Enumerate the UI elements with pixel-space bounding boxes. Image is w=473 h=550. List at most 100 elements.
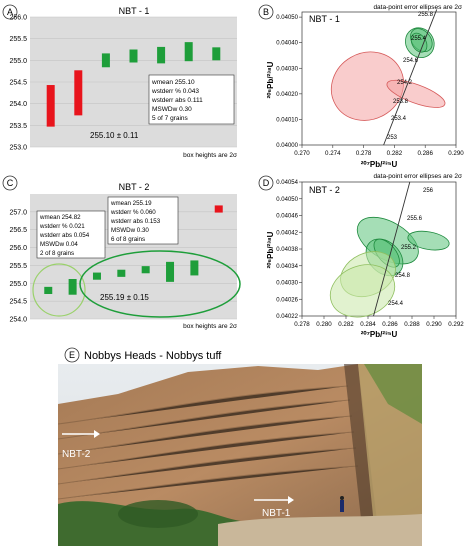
panel-b-conc-label-6: 253.4 [391,116,407,122]
y-tick-label: 254.0 [9,317,27,324]
x-tick-label: 0.282 [387,150,403,157]
x-tick-label: 0.292 [448,321,464,328]
panel-c-stats-right-1: wmean 255.19 [110,200,152,207]
y-tick-label: 0.04050 [276,15,298,21]
panel-b-concordia [383,9,438,146]
y-tick-label: 256.0 [9,245,27,252]
y-tick-label: 0.04020 [276,92,298,98]
y-tick-label: 256.0 [9,15,27,22]
panel-d-conc-label-1: 256 [423,188,434,194]
panel-b-header: data-point error ellipses are 2σ [373,4,462,11]
panel-c-badge [2,175,18,191]
data-bar [141,266,150,274]
panel-d-conc-label-2: 255.6 [407,216,423,222]
data-bar [44,286,53,294]
panel-b-conc-label-7: 253 [387,135,398,141]
x-tick-label: 0.290 [448,150,464,157]
outcrop-illustration [58,364,422,546]
panel-d-xlabel: ²⁰⁷Pb/²³⁵U [361,330,398,339]
error-ellipse [330,51,404,121]
data-bar [117,269,126,277]
outcrop-photo [58,364,422,546]
x-tick-label: 0.284 [360,321,376,328]
x-tick-label: 0.278 [294,321,310,328]
y-tick-label: 254.5 [9,299,27,306]
y-tick-label: 0.04000 [276,143,298,149]
panel-b-xlabel: ²⁰⁷Pb/²³⁵U [361,160,398,169]
panel-e-letter: E [69,350,75,360]
panel-c-stats-left-5: 2 of 8 grains [40,250,74,257]
y-tick-label: 0.04022 [276,314,298,320]
panel-a-y-ticks: 253.0 253.5 254.0 254.5 255.0 255.5 256.0 [9,15,27,152]
concordia-line [373,181,411,317]
panel-a-stats-line-1: wmean 255.10 [151,79,195,86]
y-tick-label: 0.04042 [276,230,298,236]
panel-d-ticks: 0.278 0.280 0.282 0.284 0.286 0.288 0.290 0.292… [276,180,464,328]
x-tick-label: 0.282 [338,321,354,328]
y-tick-label: 254.5 [9,80,27,87]
x-tick-label: 0.280 [316,321,332,328]
panel-c-stats-box-left [36,210,106,259]
panel-d-header: data-point error ellipses are 2σ [373,173,462,180]
data-bar [190,260,199,276]
error-ellipse [329,264,396,318]
data-bar [184,42,193,62]
panel-a: A 253.0 253.5 254.0 254.5 255.0 255.5 256.0 NB… [2,4,237,159]
concordia-line [383,9,438,146]
x-tick-label: 0.290 [426,321,442,328]
panel-a-badge [2,4,18,20]
panel-b-conc-label-3: 254.6 [403,58,419,64]
x-tick-label: 0.278 [356,150,372,157]
panel-b: B data-point error ellipses are 2σ 0.270… [258,4,464,169]
data-bar [157,46,166,64]
y-tick-label: 255.0 [9,58,27,65]
panel-c-age-label: 255.19 ± 0.15 [100,293,149,302]
panel-a-footnote: box heights are 2σ [183,152,237,159]
panel-c-bars [44,205,223,295]
panel-b-ticks: 0.270 0.274 0.278 0.282 0.286 0.290 0.04000 0.0… [276,15,464,157]
y-tick-label: 0.04054 [276,180,298,186]
panel-a-title: NBT - 1 [119,6,150,16]
data-bar [74,70,83,116]
x-tick-label: 0.274 [325,150,341,157]
y-tick-label: 254.0 [9,101,27,108]
error-ellipse [386,79,446,108]
y-tick-label: 0.04034 [276,264,298,270]
panel-a-stats-line-3: wstderr abs 0.111 [151,97,203,104]
y-tick-label: 256.5 [9,227,27,234]
panel-d-conc-label-5: 254.4 [388,301,404,307]
panel-d-letter: D [263,178,270,188]
panel-c-stats-left-4: MSWDw 0.04 [40,241,78,248]
panel-c-letter: C [7,178,14,188]
panel-c-y-ticks: 254.0 254.5 255.0 255.5 256.0 256.5 257.0 [9,209,27,323]
panel-c-title: NBT - 2 [119,182,150,192]
panel-c-stats-box-right [107,196,179,245]
panel-b-title: NBT - 1 [309,14,340,24]
y-tick-label: 253.5 [9,123,27,130]
panel-b-conc-label-4: 254.2 [397,80,413,86]
panel-a-stats-line-4: MSWDw 0.30 [152,106,192,113]
panel-b-conc-label-5: 253.8 [393,99,409,105]
y-tick-label: 255.5 [9,263,27,270]
y-tick-label: 0.04030 [276,281,298,287]
data-bar [92,272,101,280]
panel-e-title: Nobbys Heads - Nobbys tuff [84,350,222,362]
panel-b-ylabel: ²⁰⁶Pb/²³⁸U [266,61,275,98]
panel-c-stats-left-1: wmean 254.82 [39,214,81,221]
arrow-label-nbt-1: NBT-1 [262,508,291,519]
panel-d-title: NBT - 2 [309,185,340,195]
panel-c-stats-left-2: wstderr % 0.021 [39,223,85,230]
panel-d-conc-label-3: 255.2 [401,245,417,251]
panel-c-footnote: box heights are 2σ [183,323,237,330]
error-ellipse [407,230,450,251]
data-bar [101,53,110,68]
data-bar [214,205,223,213]
panel-c: C 254.0 254.5 255.0 255.5 256.0 256.5 257.0 NB… [2,175,241,330]
panel-e-badge [64,347,80,363]
data-bar [46,85,55,127]
y-tick-label: 255.0 [9,281,27,288]
arrow-label-nbt-2: NBT-2 [62,449,91,460]
y-tick-label: 0.04050 [276,197,298,203]
y-tick-label: 0.04038 [276,247,298,253]
